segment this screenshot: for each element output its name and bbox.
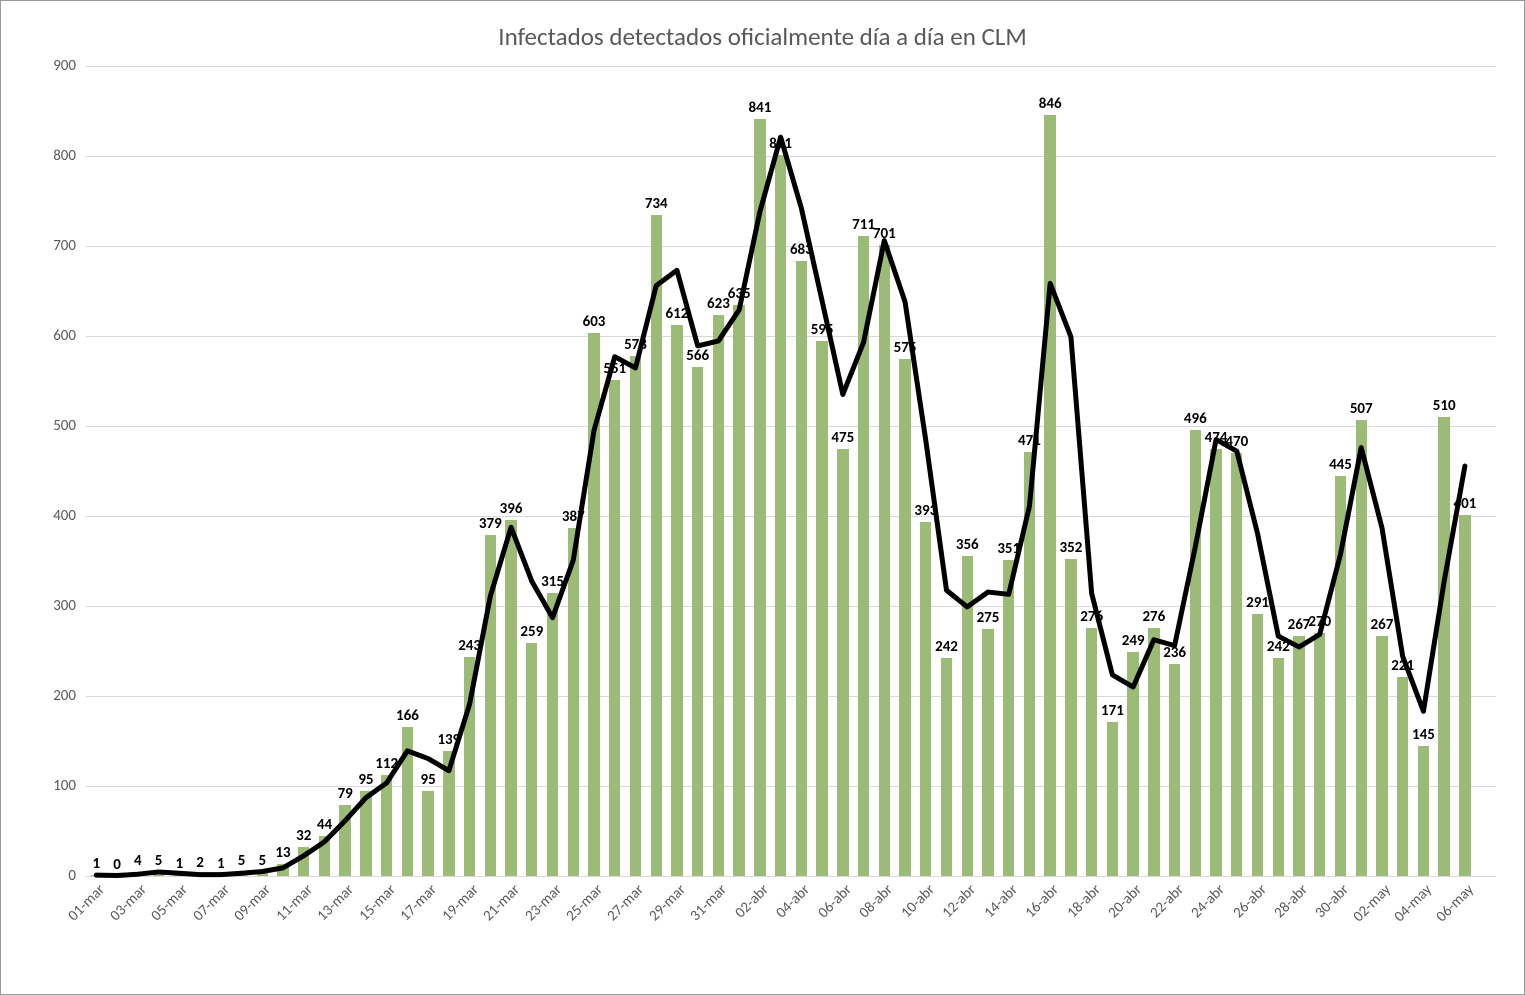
y-tick-label: 300 xyxy=(6,597,76,615)
x-tick-label: 11-mar xyxy=(272,881,316,925)
chart-title: Infectados detectados oficialmente día a… xyxy=(1,21,1524,52)
x-tick-label: 01-mar xyxy=(65,881,109,925)
x-tick-label: 14-abr xyxy=(980,881,1021,922)
y-tick-label: 700 xyxy=(6,237,76,255)
y-tick-label: 900 xyxy=(6,57,76,75)
x-tick-label: 20-abr xyxy=(1105,881,1146,922)
x-tick-label: 31-mar xyxy=(687,881,731,925)
x-tick-label: 12-abr xyxy=(939,881,980,922)
x-tick-label: 23-mar xyxy=(521,881,565,925)
trend-line-layer xyxy=(86,66,1496,876)
x-tick-label: 15-mar xyxy=(355,881,399,925)
x-tick-label: 27-mar xyxy=(604,881,648,925)
x-tick-label: 16-abr xyxy=(1022,881,1063,922)
y-tick-label: 800 xyxy=(6,147,76,165)
x-tick-label: 26-abr xyxy=(1229,881,1270,922)
x-tick-label: 09-mar xyxy=(231,881,275,925)
y-tick-label: 600 xyxy=(6,327,76,345)
plot-area: 1045121551332447995112166951392433793962… xyxy=(86,66,1496,876)
x-tick-label: 30-abr xyxy=(1312,881,1353,922)
x-tick-label: 03-mar xyxy=(107,881,151,925)
x-tick-label: 18-abr xyxy=(1063,881,1104,922)
x-tick-label: 06-may xyxy=(1433,881,1478,926)
y-tick-label: 400 xyxy=(6,507,76,525)
chart-container: Infectados detectados oficialmente día a… xyxy=(0,0,1525,995)
y-tick-label: 500 xyxy=(6,417,76,435)
x-tick-label: 13-mar xyxy=(314,881,358,925)
y-gridline xyxy=(86,876,1496,877)
x-tick-label: 29-mar xyxy=(646,881,690,925)
x-tick-label: 07-mar xyxy=(190,881,234,925)
x-tick-label: 25-mar xyxy=(563,881,607,925)
x-tick-label: 21-mar xyxy=(480,881,524,925)
trend-line xyxy=(96,137,1465,875)
x-tick-label: 06-abr xyxy=(814,881,855,922)
x-tick-label: 28-abr xyxy=(1271,881,1312,922)
y-tick-label: 200 xyxy=(6,687,76,705)
x-tick-label: 10-abr xyxy=(897,881,938,922)
y-tick-label: 0 xyxy=(6,867,76,885)
x-tick-label: 17-mar xyxy=(397,881,441,925)
x-tick-label: 22-abr xyxy=(1146,881,1187,922)
x-tick-label: 19-mar xyxy=(438,881,482,925)
x-tick-label: 05-mar xyxy=(148,881,192,925)
y-tick-label: 100 xyxy=(6,777,76,795)
x-tick-label: 24-abr xyxy=(1188,881,1229,922)
x-tick-label: 04-abr xyxy=(773,881,814,922)
x-tick-label: 08-abr xyxy=(856,881,897,922)
x-tick-label: 04-may xyxy=(1391,881,1436,926)
x-tick-label: 02-may xyxy=(1350,881,1395,926)
x-tick-label: 02-abr xyxy=(732,881,773,922)
